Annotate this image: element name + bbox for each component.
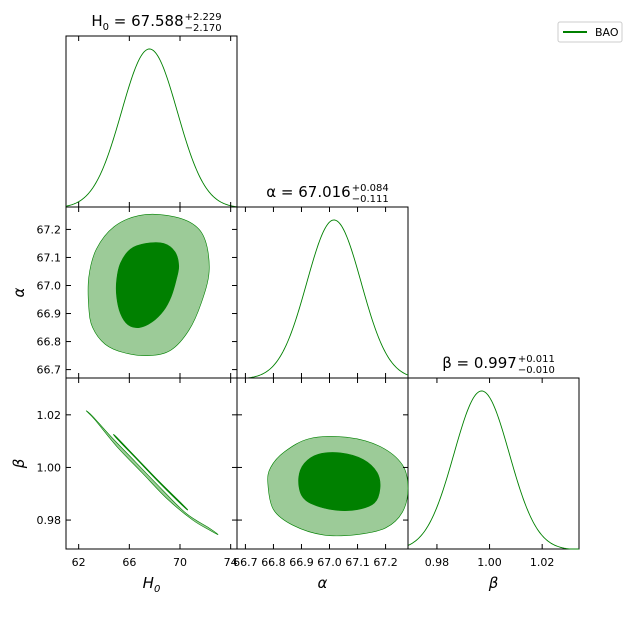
x-axis-H0: 62 66 70 74 H0 [72,556,238,595]
axis-label-main: H [143,574,154,592]
x-tick-label: 67.0 [317,556,342,569]
x-tick-label: 1.00 [477,556,502,569]
legend-label: BAO [595,26,619,39]
axis-label-main: α [318,574,328,592]
y-tick-label: 67.2 [37,223,62,236]
marginal-panel-alpha: α = 67.016 +0.084−0.111 [236,183,409,379]
title-text: β = 0.997 [442,354,517,372]
marginal-title-beta: β = 0.997 +0.011−0.010 [442,354,555,376]
axis-label-main: β [488,574,499,592]
x-tick-label: 67.2 [373,556,398,569]
panel-frame [65,377,238,550]
marginal-curve-alpha [237,219,409,379]
x-axis-label-alpha: α [318,574,328,592]
contour-68-H0-alpha [115,242,180,328]
title-name: H [91,12,102,30]
marginal-curve-H0 [65,48,238,208]
marginal-title-H0: H0 = 67.588 +2.229−2.170 [91,12,221,34]
title-err-minus: −0.010 [518,365,555,376]
x-axis-alpha: 66.7 66.8 66.9 67.0 67.1 67.2 α [233,556,398,592]
title-err-plus: +0.084 [352,183,389,194]
x-tick-label: 67.1 [345,556,370,569]
y-tick-label: 67.0 [37,279,62,292]
y-tick-label: 1.00 [37,461,62,474]
title-err-plus: +2.229 [185,12,222,23]
contour-68-alpha-beta [298,452,381,511]
x-tick-label: 66.8 [261,556,286,569]
legend-box [557,21,623,43]
y-tick-label: 1.02 [37,409,62,422]
title-name: β [442,354,452,372]
marginal-curve-beta [407,390,579,550]
x-tick-label: 70 [173,556,187,569]
x-tick-label: 66.7 [233,556,258,569]
contour-panel-alpha-beta [236,377,409,550]
x-axis-label-H0: H0 [143,574,161,595]
y-axis-label-alpha: α [10,287,28,297]
title-err-minus: −2.170 [185,23,222,34]
x-tick-label: 66 [122,556,136,569]
y-tick-label: 0.98 [37,514,62,527]
marginal-title-alpha: α = 67.016 +0.084−0.111 [266,183,389,205]
title-subscript: 0 [103,22,109,33]
contour-panel-H0-beta [65,377,238,550]
x-axis-label-beta: β [488,574,499,592]
x-tick-label: 66.9 [289,556,314,569]
title-text: H0 = 67.588 [91,12,183,33]
legend: BAO [557,21,623,43]
y-tick-label: 67.1 [37,251,62,264]
y-tick-label: 66.7 [37,364,62,377]
x-tick-label: 74 [224,556,238,569]
title-value: = 67.588 [109,12,184,30]
marginal-panel-beta: β = 0.997 +0.011−0.010 [407,354,580,550]
x-tick-label: 62 [72,556,86,569]
y-tick-label: 66.9 [37,308,62,321]
y-tick-label: 66.8 [37,336,62,349]
x-tick-label: 0.98 [425,556,450,569]
title-value: = 67.016 [276,183,351,201]
title-err-minus: −0.111 [352,194,389,205]
title-name: α [266,183,276,201]
marginal-panel-H0: H0 = 67.588 +2.229−2.170 [65,12,238,208]
y-axis-beta: 0.98 1.00 1.02 β [10,409,61,527]
axis-label-subscript: 0 [154,584,160,595]
panel-frame [407,377,580,550]
y-axis-label-beta: β [10,458,28,469]
y-axis-alpha: 66.7 66.8 66.9 67.0 67.1 67.2 α [10,223,61,376]
panel-frame [65,35,238,208]
title-value: = 0.997 [452,354,517,372]
contour-panel-H0-alpha [65,206,238,379]
contour-68-H0-beta [113,434,189,511]
title-text: α = 67.016 [266,183,350,201]
x-axis-beta: 0.98 1.00 1.02 β [425,556,555,592]
title-err-plus: +0.011 [518,354,555,365]
contour-95-H0-beta [85,410,219,535]
x-tick-label: 1.02 [530,556,555,569]
